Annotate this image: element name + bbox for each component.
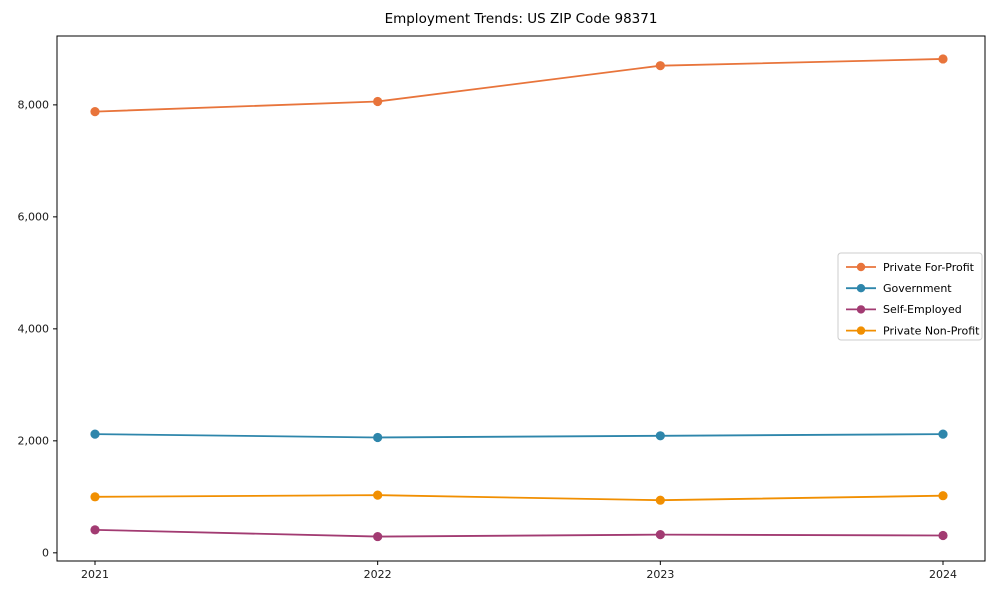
x-axis: 2021 2022 2023 2024 bbox=[81, 561, 957, 581]
data-point bbox=[373, 432, 383, 443]
y-tick-label: 6,000 bbox=[18, 211, 50, 224]
data-point bbox=[938, 429, 948, 439]
axes bbox=[56, 35, 986, 562]
series-line bbox=[94, 528, 944, 538]
x-tick-label: 2021 bbox=[81, 568, 109, 581]
series-line bbox=[94, 58, 944, 113]
legend-marker-dot bbox=[856, 326, 866, 335]
series-line bbox=[94, 433, 944, 439]
legend-label: Government bbox=[883, 282, 952, 295]
series-self-employed bbox=[90, 525, 948, 542]
data-point bbox=[655, 495, 665, 505]
data-point bbox=[90, 106, 100, 117]
data-point bbox=[90, 429, 100, 439]
data-point bbox=[90, 525, 100, 535]
data-point bbox=[373, 531, 383, 542]
legend-label: Private Non-Profit bbox=[883, 324, 980, 337]
x-tick-label: 2023 bbox=[646, 568, 674, 581]
data-point bbox=[655, 530, 665, 540]
series-private-non-profit bbox=[90, 490, 948, 505]
x-tick-label: 2024 bbox=[929, 568, 957, 581]
data-point bbox=[938, 530, 948, 541]
legend-entry: Self-Employed bbox=[846, 303, 962, 316]
legend-label: Private For-Profit bbox=[883, 261, 975, 274]
legend: Private For-Profit Government Self-Employe… bbox=[837, 252, 983, 341]
y-tick-label: 0 bbox=[42, 547, 49, 560]
series-private-for-profit bbox=[90, 54, 948, 117]
legend-entry: Private Non-Profit bbox=[846, 324, 980, 337]
series-line bbox=[94, 494, 944, 502]
data-point bbox=[938, 491, 948, 501]
legend-label: Self-Employed bbox=[883, 303, 962, 316]
data-point bbox=[373, 96, 383, 107]
legend-entry: Private For-Profit bbox=[846, 261, 975, 274]
data-point bbox=[938, 54, 948, 64]
legend-marker-dot bbox=[856, 262, 866, 272]
data-point bbox=[655, 431, 665, 441]
data-point bbox=[655, 61, 665, 71]
legend-marker-dot bbox=[856, 284, 866, 293]
legend-box bbox=[837, 252, 983, 341]
y-tick-label: 4,000 bbox=[18, 323, 50, 336]
data-point bbox=[373, 490, 383, 500]
series-government bbox=[90, 429, 948, 443]
legend-entry: Government bbox=[846, 282, 952, 295]
y-tick-label: 2,000 bbox=[18, 435, 50, 448]
chart-title: Employment Trends: US ZIP Code 98371 bbox=[384, 11, 658, 27]
legend-marker-dot bbox=[856, 305, 866, 314]
data-point bbox=[90, 492, 100, 502]
x-tick-label: 2022 bbox=[364, 568, 392, 581]
y-axis: 0 2,000 4,000 6,000 8,000 bbox=[18, 99, 57, 560]
y-tick-label: 8,000 bbox=[18, 99, 50, 112]
